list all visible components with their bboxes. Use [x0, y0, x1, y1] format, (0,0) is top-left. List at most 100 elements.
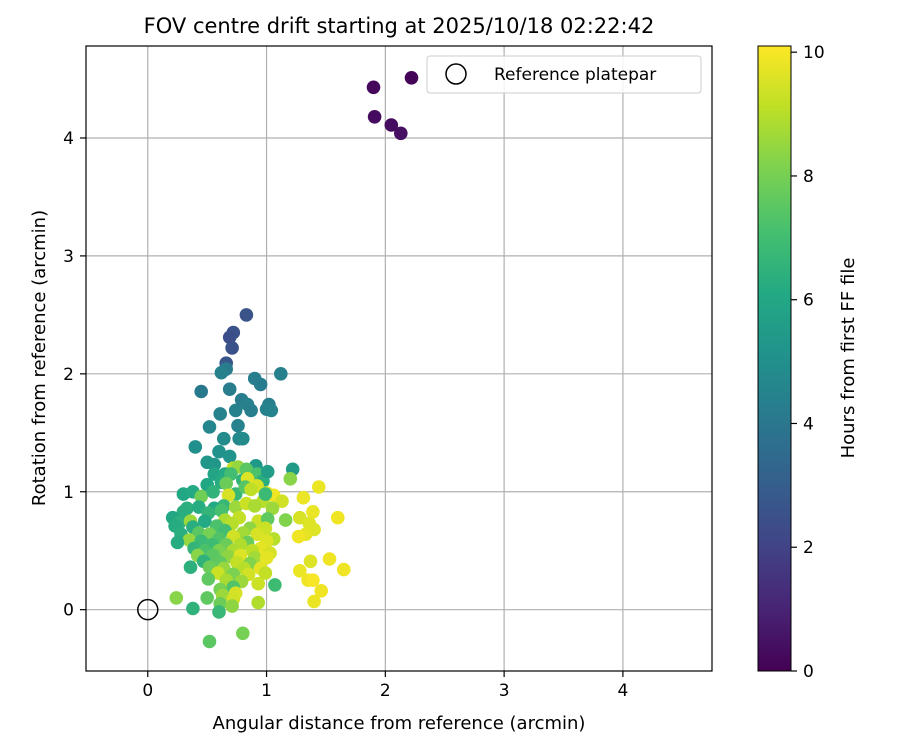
- data-point: [278, 513, 293, 527]
- legend-marker-icon: [445, 63, 467, 85]
- data-point: [264, 403, 279, 418]
- colorbar-tick-label: 2: [803, 538, 814, 558]
- data-point: [169, 591, 184, 605]
- y-tick-label: 4: [63, 129, 74, 149]
- data-point: [250, 527, 264, 541]
- data-point: [367, 110, 382, 124]
- colorbar-bar: [757, 45, 792, 672]
- colorbar-tick-label: 4: [803, 414, 814, 434]
- data-point: [200, 591, 214, 605]
- x-axis-ticks: 0 1 2 3 4: [142, 671, 628, 701]
- data-point: [222, 330, 237, 345]
- colorbar: 0 2 4 6 8 10 Hours from first FF file: [757, 43, 859, 682]
- y-tick-label: 0: [63, 601, 74, 621]
- data-point: [258, 566, 273, 580]
- data-point: [231, 418, 245, 433]
- data-point: [322, 552, 337, 566]
- data-point: [244, 482, 258, 497]
- data-point: [198, 514, 212, 528]
- y-tick-label: 2: [63, 365, 74, 385]
- data-point: [253, 377, 268, 392]
- data-point: [260, 464, 275, 479]
- data-point: [186, 601, 200, 616]
- data-point: [247, 499, 262, 513]
- x-tick-label: 2: [380, 681, 391, 701]
- data-point: [202, 420, 217, 434]
- data-point: [201, 572, 216, 586]
- colorbar-ticks: 0 2 4 6 8 10: [791, 43, 825, 682]
- data-point: [306, 573, 320, 587]
- data-point: [251, 595, 265, 610]
- data-point: [275, 494, 289, 509]
- colorbar-tick-label: 0: [803, 662, 814, 682]
- x-tick-label: 3: [499, 681, 510, 701]
- data-point: [212, 605, 226, 619]
- data-point: [307, 594, 321, 609]
- data-point: [194, 384, 208, 399]
- colorbar-tick-label: 8: [803, 167, 814, 187]
- x-tick-label: 0: [142, 681, 153, 701]
- reference-platepar-marker: [137, 598, 159, 621]
- data-point: [394, 126, 408, 141]
- data-points: [165, 71, 419, 649]
- data-point: [265, 501, 280, 516]
- data-point: [217, 431, 231, 446]
- data-point: [293, 564, 307, 578]
- data-point: [366, 80, 381, 95]
- data-point: [258, 487, 273, 501]
- data-point: [239, 308, 254, 322]
- data-point: [251, 576, 265, 591]
- data-point: [228, 403, 243, 418]
- data-point: [214, 365, 229, 380]
- data-point: [202, 634, 217, 649]
- data-point: [312, 480, 326, 494]
- data-point: [404, 71, 419, 85]
- y-axis-ticks: 0 1 2 3 4: [63, 129, 86, 621]
- data-point: [331, 510, 345, 525]
- data-point: [222, 382, 237, 397]
- data-point: [306, 505, 320, 519]
- data-point: [384, 118, 399, 132]
- x-tick-label: 4: [617, 681, 628, 701]
- data-point: [303, 554, 318, 569]
- legend-entry-label: Reference platepar: [494, 65, 656, 85]
- data-point: [170, 535, 185, 550]
- data-point: [314, 584, 329, 598]
- data-point: [206, 485, 220, 499]
- x-axis-label: Angular distance from reference (arcmin): [213, 713, 586, 734]
- data-point: [291, 529, 306, 544]
- legend-box: [426, 55, 702, 94]
- data-point: [225, 341, 239, 355]
- colorbar-tick-label: 10: [803, 43, 825, 63]
- data-point: [221, 488, 236, 503]
- data-point: [228, 500, 243, 514]
- y-tick-label: 3: [63, 247, 74, 267]
- y-axis-label: Rotation from reference (arcmin): [29, 210, 50, 506]
- x-tick-label: 1: [261, 681, 272, 701]
- data-point: [296, 490, 311, 505]
- data-point: [244, 403, 258, 418]
- data-point: [213, 407, 227, 421]
- data-point: [212, 444, 226, 459]
- data-point: [259, 551, 274, 565]
- data-point: [236, 431, 250, 446]
- data-point: [222, 449, 237, 464]
- colorbar-tick-label: 6: [803, 291, 814, 311]
- data-point: [183, 560, 198, 574]
- plot-frame: [85, 45, 713, 672]
- y-tick-label: 1: [63, 483, 74, 503]
- data-point: [207, 457, 222, 472]
- legend: Reference platepar: [426, 55, 702, 94]
- data-point: [188, 440, 203, 454]
- data-point: [194, 489, 208, 504]
- data-point: [219, 476, 233, 491]
- data-point: [236, 626, 250, 641]
- data-point: [268, 578, 282, 592]
- colorbar-label: Hours from first FF file: [838, 258, 859, 459]
- data-point: [176, 505, 191, 519]
- chart-title: FOV centre drift starting at 2025/10/18 …: [144, 14, 655, 38]
- data-point: [283, 472, 298, 486]
- data-point: [337, 562, 351, 577]
- data-point: [225, 599, 239, 613]
